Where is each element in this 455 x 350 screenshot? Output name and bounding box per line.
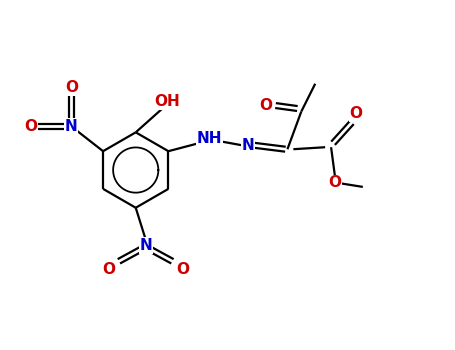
Text: O: O [24, 119, 37, 134]
Text: N: N [241, 138, 254, 153]
Text: NH: NH [196, 131, 222, 146]
Text: N: N [139, 238, 152, 253]
Text: O: O [349, 106, 362, 121]
Text: O: O [102, 262, 116, 277]
Text: O: O [259, 98, 272, 113]
Text: N: N [65, 119, 78, 134]
Text: O: O [176, 262, 189, 277]
Text: O: O [329, 175, 342, 190]
Text: O: O [65, 80, 78, 95]
Text: OH: OH [155, 94, 180, 109]
